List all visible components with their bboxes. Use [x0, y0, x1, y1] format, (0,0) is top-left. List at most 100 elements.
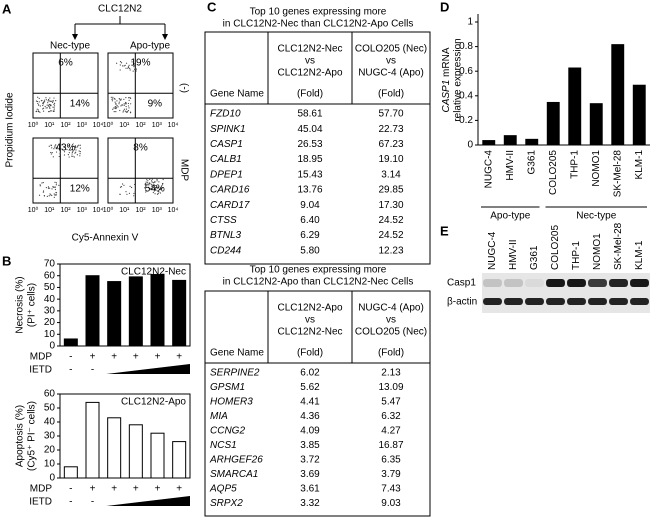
flow-dot: [54, 146, 56, 148]
flow-dot: [128, 99, 130, 101]
chart-label: CLC12N2-Apo: [121, 397, 186, 408]
flow-dot: [42, 108, 44, 110]
flow-dot: [55, 184, 57, 186]
gene-name: NCS1: [210, 440, 237, 451]
flow-dot: [42, 110, 45, 112]
bar: [172, 279, 187, 347]
y-tick-label: 50: [44, 403, 56, 414]
flow-dot: [52, 106, 54, 108]
y-tick-label: 0: [49, 341, 55, 352]
quadrant-percent: 9%: [148, 98, 163, 109]
flow-dot: [147, 182, 149, 184]
flow-dot: [129, 67, 131, 70]
flow-dot: [44, 105, 46, 108]
flow-dot: [126, 110, 128, 113]
gene-name: CASP1: [210, 139, 243, 150]
band: [483, 279, 502, 287]
flow-dot: [119, 99, 121, 101]
tick-label: 10⁰: [103, 121, 114, 129]
flow-dot: [162, 178, 164, 181]
table-frame: [204, 31, 431, 265]
fold-value: 18.95: [297, 154, 322, 165]
y-tick-label: 0: [49, 473, 55, 484]
flow-dot: [76, 146, 78, 148]
flow-dot: [54, 194, 56, 196]
fold-value: 3.79: [381, 469, 401, 480]
fold-value: 15.43: [297, 169, 322, 180]
flow-dot: [118, 98, 120, 100]
flow-dot: [47, 187, 50, 189]
table-header: COLO205 (Nec): [355, 327, 427, 338]
band: [546, 298, 565, 305]
fold-value: 16.87: [378, 440, 403, 451]
flow-dot: [38, 194, 41, 196]
fold-value: 58.61: [297, 109, 322, 120]
flow-dot: [154, 188, 156, 190]
flow-dot: [51, 100, 53, 102]
row-label: MDP: [30, 352, 53, 363]
bar: [546, 101, 560, 145]
flow-dot: [74, 152, 76, 154]
flow-dot: [48, 103, 51, 106]
table-header: (Fold): [297, 89, 323, 100]
tick-label: 10¹: [119, 122, 130, 129]
flow-dot: [150, 180, 153, 182]
row-label: MDP: [30, 484, 53, 495]
fold-value: 45.04: [297, 124, 322, 135]
fold-value: 4.27: [381, 426, 401, 437]
flow-dot: [160, 187, 162, 189]
lane-label: SK-Mel-28: [613, 222, 624, 270]
bar: [632, 84, 646, 145]
flow-dot: [135, 70, 137, 72]
flow-dot: [71, 151, 73, 153]
table-header: NUGC-4 (Apo): [358, 303, 424, 314]
flow-dot: [68, 145, 70, 147]
flow-dot: [124, 64, 126, 67]
flow-dot: [144, 187, 146, 189]
flow-dot: [51, 101, 54, 103]
flow-dot: [49, 97, 51, 99]
flow-dot: [38, 97, 40, 100]
axis-label: CASP1 mRNA: [441, 47, 452, 112]
flow-dot: [64, 145, 66, 147]
flow-dot: [56, 146, 59, 148]
flow-dot: [117, 106, 119, 108]
flow-dot: [49, 100, 51, 102]
flow-dot: [48, 110, 50, 113]
flow-dot: [53, 186, 56, 188]
tick-label: 10⁴: [93, 207, 104, 214]
gene-name: CARD17: [210, 200, 250, 211]
table-header: vs: [386, 56, 396, 67]
lane-label: COLO205: [550, 225, 561, 270]
flow-dot: [119, 69, 121, 71]
flow-dot: [149, 182, 151, 185]
flow-dot: [130, 186, 133, 189]
y-tick-label: 60: [44, 270, 56, 281]
bar: [128, 276, 143, 347]
flow-dot: [127, 105, 130, 107]
condition-label: MDP: [178, 159, 189, 182]
bar: [85, 401, 100, 479]
arrow-heads: [72, 34, 168, 40]
tick-label: 10²: [135, 122, 146, 129]
tick-label: 10⁰: [28, 121, 39, 129]
fold-value: 6.35: [381, 455, 401, 466]
flow-dot: [156, 190, 159, 192]
fold-value: 6.32: [381, 411, 401, 422]
bar: [589, 103, 603, 145]
table-header: CLC12N2-Apo: [277, 303, 342, 314]
flow-dot: [42, 107, 45, 109]
table-header: (Fold): [378, 89, 404, 100]
flow-dot: [48, 106, 51, 108]
flow-dot: [42, 181, 44, 184]
row-value: +: [90, 484, 96, 495]
flow-dot: [35, 100, 38, 102]
bar: [107, 417, 122, 479]
flow-dot: [49, 110, 52, 112]
x-tick-label: KLM-1: [634, 150, 645, 180]
flow-dot: [50, 104, 52, 106]
table-header: CLC12N2-Apo: [277, 68, 342, 79]
chart-label: CLC12N2-Nec: [121, 267, 186, 278]
fold-value: 17.30: [378, 200, 403, 211]
flow-dot: [51, 194, 53, 197]
